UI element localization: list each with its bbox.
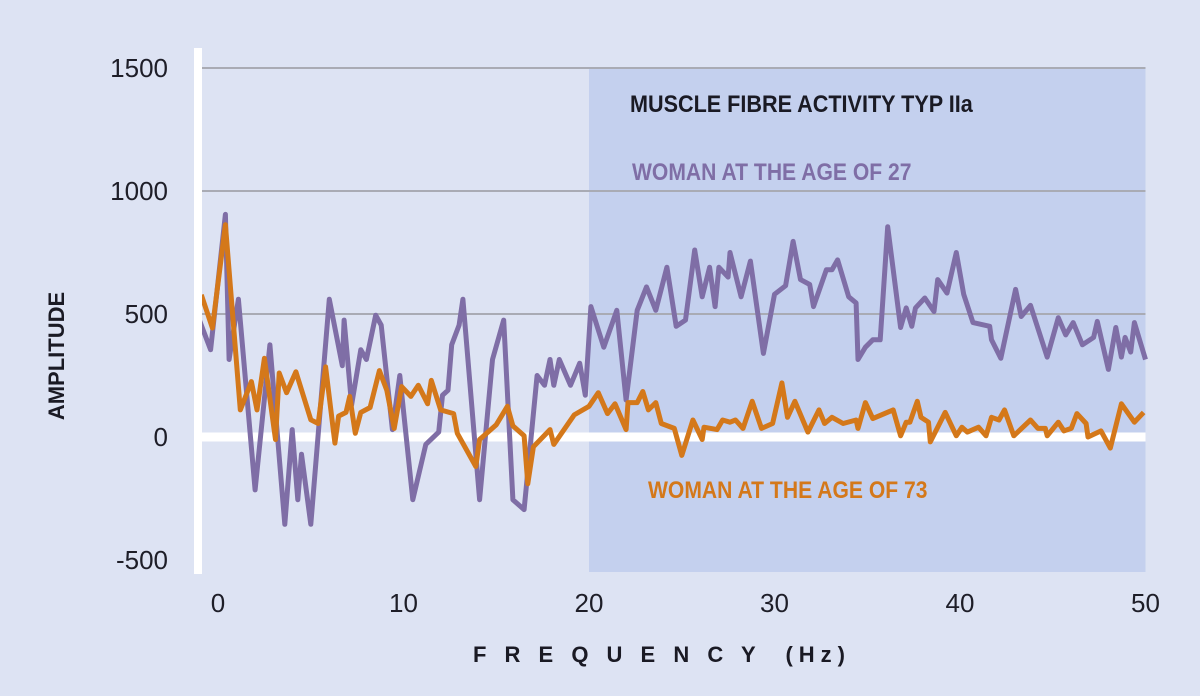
x-axis-label: F R E Q U E N C Y (Hz) (473, 642, 851, 667)
y-tick-label: -500 (116, 545, 168, 575)
x-tick-label: 30 (760, 588, 789, 618)
x-tick-label: 10 (389, 588, 418, 618)
series-line-age-73 (198, 222, 1146, 487)
y-tick-label: 1000 (110, 176, 168, 206)
series-line-age-27 (197, 211, 1148, 527)
y-tick-label: 500 (125, 299, 168, 329)
y-tick-label: 0 (154, 422, 168, 452)
x-tick-label: 20 (575, 588, 604, 618)
y-tick-label: 1500 (110, 53, 168, 83)
x-tick-label: 0 (211, 588, 225, 618)
y-axis-label: AMPLITUDE (44, 292, 69, 420)
x-tick-label: 40 (946, 588, 975, 618)
legend-label-age-73: WOMAN AT THE AGE OF 73 (648, 477, 928, 504)
x-tick-label: 50 (1131, 588, 1160, 618)
legend-label-age-27: WOMAN AT THE AGE OF 27 (632, 159, 912, 186)
chart-title: MUSCLE FIBRE ACTIVITY TYP IIa (630, 90, 973, 117)
